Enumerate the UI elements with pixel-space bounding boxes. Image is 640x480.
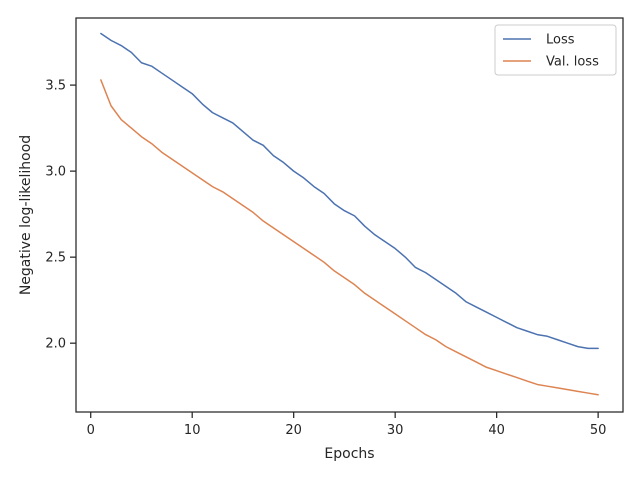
y-axis: 2.0 2.5 3.0 3.5 [45,79,76,352]
x-axis: 0 10 20 30 40 50 [87,412,607,438]
legend-box [494,24,617,76]
series-line-loss [100,32,599,350]
x-tick-label: 10 [184,423,201,438]
y-tick-label: 2.5 [45,251,66,266]
y-tick-label: 2.0 [45,337,66,352]
x-tick-label: 50 [590,423,607,438]
x-tick-label: 0 [87,423,95,438]
plot-frame [75,17,624,413]
x-axis-label: Epochs [324,446,374,462]
series-line-val-loss [100,79,599,396]
y-axis-label: Negative log-likelihood [18,135,34,295]
y-tick-label: 3.5 [45,79,66,94]
x-tick-label: 40 [488,423,505,438]
legend-label: Loss [546,33,575,48]
legend: Loss Val. loss [494,24,617,76]
x-tick-label: 20 [285,423,302,438]
y-tick-label: 3.0 [45,165,66,180]
legend-label: Val. loss [546,55,599,70]
x-tick-label: 30 [387,423,404,438]
plot-lines [100,32,599,396]
